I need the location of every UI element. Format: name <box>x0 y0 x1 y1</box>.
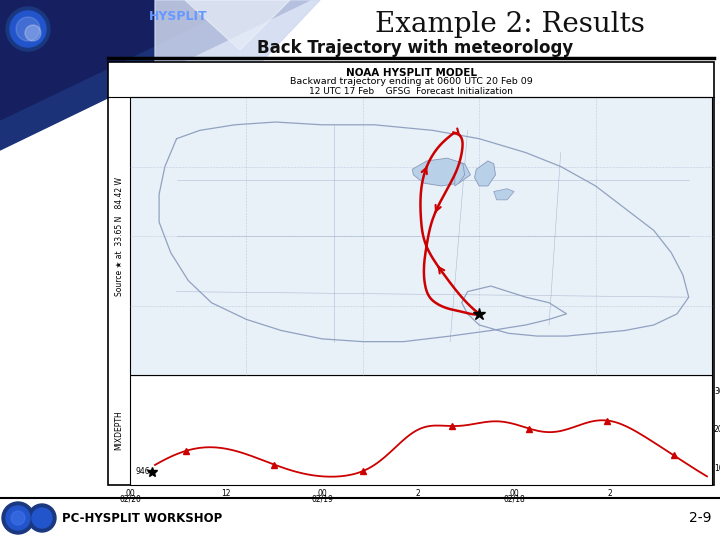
Bar <box>130 375 712 485</box>
Circle shape <box>28 504 56 532</box>
Text: 00: 00 <box>318 489 327 498</box>
Polygon shape <box>0 0 310 150</box>
Circle shape <box>11 511 25 525</box>
Circle shape <box>2 502 34 534</box>
Polygon shape <box>185 0 290 50</box>
Circle shape <box>32 508 52 528</box>
Bar <box>108 62 714 485</box>
Text: Back Trajectory with meteorology: Back Trajectory with meteorology <box>257 39 573 57</box>
Circle shape <box>6 506 30 530</box>
Text: Example 2: Results: Example 2: Results <box>375 10 645 37</box>
Polygon shape <box>494 189 514 200</box>
Text: Backward trajectory ending at 0600 UTC 20 Feb 09: Backward trajectory ending at 0600 UTC 2… <box>289 78 532 86</box>
Text: 12: 12 <box>221 489 231 498</box>
Text: 1000: 1000 <box>714 464 720 473</box>
Circle shape <box>25 25 41 41</box>
Text: 02/19: 02/19 <box>311 495 333 504</box>
Polygon shape <box>155 0 320 95</box>
Circle shape <box>10 11 46 47</box>
Text: 02/18: 02/18 <box>503 495 525 504</box>
Polygon shape <box>0 0 250 120</box>
Text: Source ★ at  33.65 N   84.42 W: Source ★ at 33.65 N 84.42 W <box>114 177 124 295</box>
Polygon shape <box>474 161 495 186</box>
Text: 00: 00 <box>509 489 519 498</box>
Circle shape <box>6 7 50 51</box>
Text: PC-HYSPLIT WORKSHOP: PC-HYSPLIT WORKSHOP <box>62 511 222 524</box>
Text: MIXDEPTH: MIXDEPTH <box>114 410 124 450</box>
Bar <box>130 97 712 375</box>
Text: 2: 2 <box>608 489 613 498</box>
Text: 946: 946 <box>135 467 150 476</box>
Text: HYSPLIT: HYSPLIT <box>149 10 207 24</box>
Polygon shape <box>413 158 470 186</box>
Text: 2000: 2000 <box>714 426 720 435</box>
Text: 2: 2 <box>415 489 420 498</box>
Text: 3000: 3000 <box>714 387 720 396</box>
Text: 00: 00 <box>125 489 135 498</box>
Text: 02/20: 02/20 <box>119 495 141 504</box>
Circle shape <box>16 17 40 41</box>
Text: 2-9: 2-9 <box>689 511 711 525</box>
Polygon shape <box>455 164 464 186</box>
Text: 12 UTC 17 Feb    GFSG  Forecast Initialization: 12 UTC 17 Feb GFSG Forecast Initializati… <box>309 86 513 96</box>
Text: NOAA HYSPLIT MODEL: NOAA HYSPLIT MODEL <box>346 68 477 78</box>
